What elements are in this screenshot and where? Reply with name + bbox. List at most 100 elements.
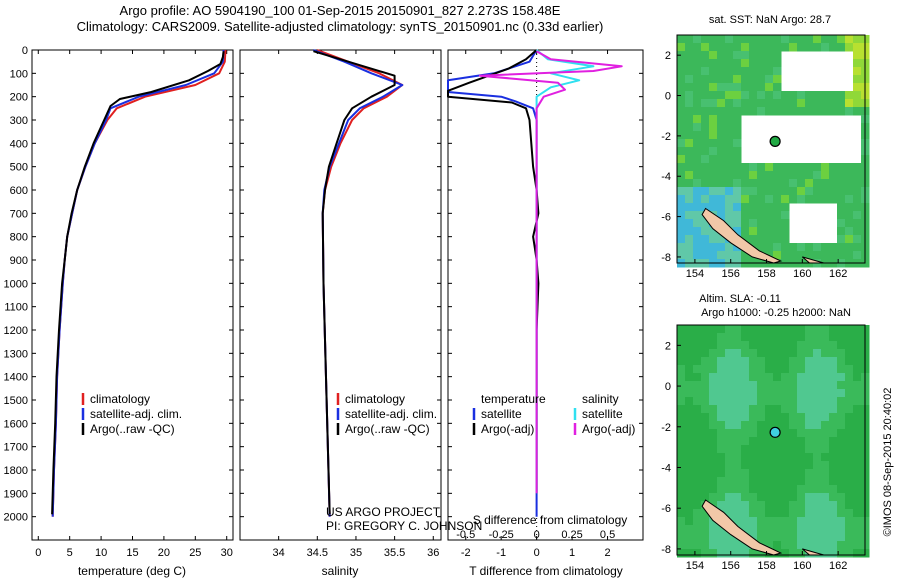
map-cell [741,179,750,188]
map-cell [693,469,702,478]
map-cell [717,147,726,156]
map-cell [749,107,758,116]
map-cell [685,453,694,462]
map-cell [709,493,718,502]
map-cell [805,341,814,350]
map-cell [781,179,790,188]
map-cell [797,517,806,526]
map-cell [813,381,822,390]
map-cell [773,477,782,486]
map-cell [757,99,766,108]
map-cell [717,541,726,550]
map-cell [725,195,734,204]
map-cell [733,477,742,486]
map-cell [781,445,790,454]
map-cell [733,115,742,124]
map-cell [693,35,702,44]
map-cell [733,91,742,100]
map-cell [829,365,838,374]
map-cell [717,397,726,406]
map-cell [757,493,766,502]
map-cell [853,357,862,366]
map-cell [701,91,710,100]
map-cell [805,163,814,172]
map-cell [797,195,806,204]
map-cell [717,115,726,124]
map-cell [749,91,758,100]
map-cell [837,469,846,478]
x-tick-label: 34.5 [307,547,328,559]
map-cell [845,357,854,366]
map-cell [853,203,862,212]
map-cell [717,525,726,534]
map-cell [741,405,750,414]
map-cell [685,235,694,244]
map-cell [685,333,694,342]
map-cell [805,541,814,550]
map-cell [725,509,734,518]
map-cell [805,477,814,486]
map-cell [685,509,694,518]
map-cell [725,421,734,430]
map-cell [757,549,766,558]
map-cell [685,469,694,478]
map-cell [693,99,702,108]
map-cell [773,163,782,172]
map-cell [725,59,734,68]
x-tick-label: -2 [461,547,471,559]
map-cell [853,325,862,334]
map-cell [853,99,862,108]
map-cell [765,187,774,196]
map-cell [749,405,758,414]
map-cell [757,405,766,414]
x-tick-label: -1 [496,547,506,559]
map-cell [717,195,726,204]
map-cell [757,325,766,334]
pi-credit: PI: GREGORY C. JOHNSON [326,519,482,533]
map-cell [693,501,702,510]
map-cell [829,35,838,44]
map-cell [701,203,710,212]
map-cell [845,99,854,108]
map-cell [789,195,798,204]
map-cell [733,429,742,438]
map-cell [733,83,742,92]
map-cell [845,341,854,350]
map-cell [693,163,702,172]
map-cell [837,381,846,390]
map-cell [813,405,822,414]
map-cell [749,453,758,462]
map-cell [765,99,774,108]
map-cell [837,99,846,108]
map-cell [677,389,686,398]
map-cell [749,51,758,60]
map-cell [773,413,782,422]
map-cell [829,509,838,518]
map-cell [765,445,774,454]
map-cell [805,533,814,542]
map-cell [749,211,758,220]
map-cell [701,413,710,422]
map-cell [837,187,846,196]
map-cell [701,349,710,358]
map-cell [845,541,854,550]
map-cell [781,333,790,342]
map-cell [725,397,734,406]
map-cell [789,413,798,422]
map-cell [837,195,846,204]
map-cell [677,59,686,68]
map-cell [717,445,726,454]
map-cell [845,405,854,414]
map-cell [757,469,766,478]
map-cell [709,341,718,350]
map-cell [837,485,846,494]
map-cell [797,179,806,188]
map-cell [733,163,742,172]
map-cell [717,83,726,92]
pressure-tick-label: 1800 [4,465,28,477]
map-cell [773,421,782,430]
legend-satellite-label: satellite-adj. clim. [90,407,182,421]
map-cell [837,541,846,550]
map-cell [813,469,822,478]
map-cell [725,203,734,212]
